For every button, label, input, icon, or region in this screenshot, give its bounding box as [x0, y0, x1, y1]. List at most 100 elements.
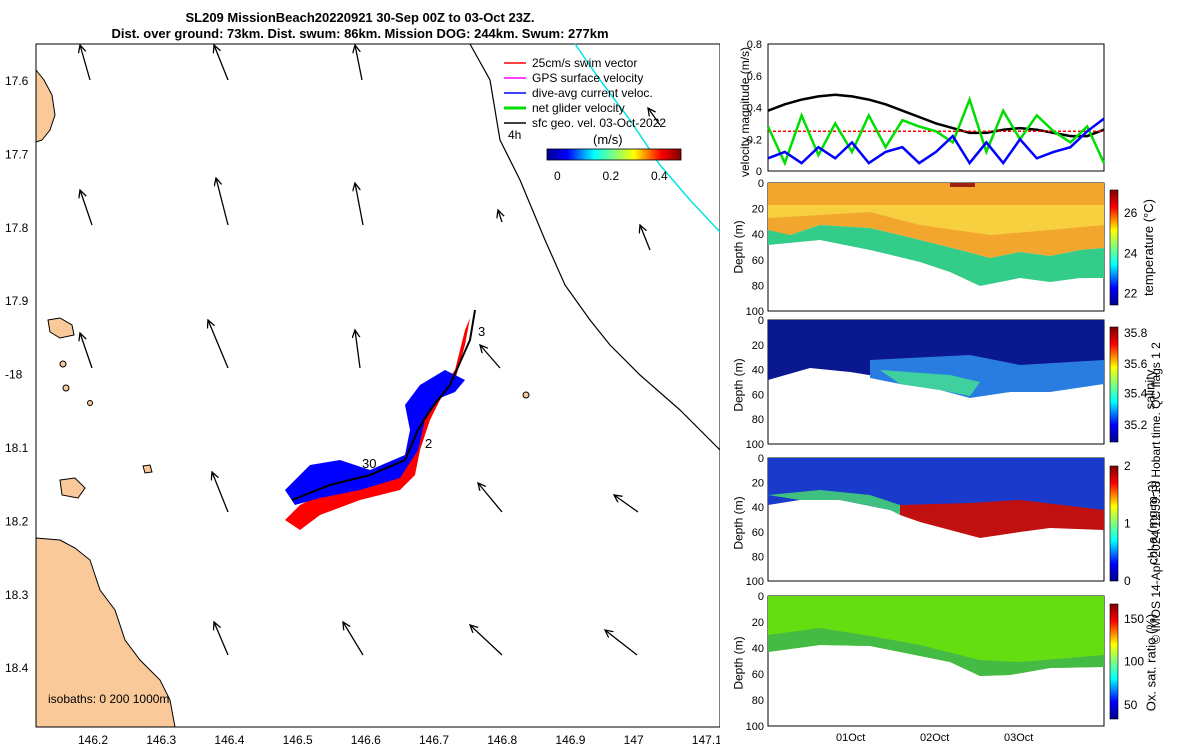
- velocity-arrow: [478, 483, 503, 513]
- chla-colorbar: [1109, 465, 1119, 582]
- current-vector-fill: [285, 370, 465, 505]
- legend-label: GPS surface velocity: [532, 71, 643, 85]
- time-axis: 01Oct 02Oct 03Oct: [836, 732, 1033, 744]
- colorbar-tick-label: 22: [1124, 287, 1138, 301]
- y-tick-label: -18: [5, 368, 23, 382]
- island: [142, 464, 153, 474]
- colorbar-tick-label: 24: [1124, 246, 1138, 260]
- depth-tick-label: 40: [752, 365, 764, 377]
- colorbar-tick-label: 2: [1124, 459, 1131, 473]
- island: [47, 317, 75, 339]
- speed-colorbar: [546, 148, 682, 161]
- x-tick-label: 146.9: [555, 733, 585, 747]
- legend-label: dive-avg current veloc.: [532, 86, 653, 100]
- depth-tick-label: 0: [758, 453, 764, 465]
- legend-label: net glider velocity: [532, 101, 625, 115]
- x-tick-label: 146.6: [351, 733, 381, 747]
- x-tick-label: 146.3: [146, 733, 176, 747]
- velocity-series: [766, 93, 1106, 167]
- depth-ylabel: Depth (m): [731, 496, 746, 550]
- depth-tick-label: 40: [752, 502, 764, 514]
- track-label: 30: [362, 456, 376, 471]
- y-tick-label: 17.9: [5, 294, 29, 308]
- depth-tick-label: 80: [752, 280, 764, 292]
- velocity-ylabel: velocity magnitude (m/s): [738, 46, 753, 178]
- depth-tick-label: 0: [758, 591, 764, 603]
- y-tick-label: 17.6: [5, 74, 29, 88]
- depth-tick-label: 80: [752, 414, 764, 426]
- depth-tick-label: 40: [752, 229, 764, 241]
- depth-tick-label: 100: [746, 306, 764, 318]
- velocity-arrow: [214, 622, 229, 656]
- colorbar-tick-label: 0.4: [651, 169, 668, 183]
- velocity-arrow: [80, 333, 93, 369]
- chart-title-line2: Dist. over ground: 73km. Dist. swum: 86k…: [111, 26, 609, 41]
- colorbar-tick-labels: 22 24 26 35.2 35.4 35.6 35.8 0 1 2 50 100 150: [1124, 206, 1148, 712]
- velocity-arrow: [355, 45, 363, 81]
- velocity-series-line: [767, 117, 1105, 166]
- swim-vector-fill: [285, 318, 470, 530]
- velocity-tick-label: 0.4: [747, 103, 762, 115]
- velocity-y-axis: 0 0.2 0.4 0.6 0.8: [747, 39, 762, 178]
- velocity-arrow: [216, 178, 229, 226]
- land-mass: [35, 537, 176, 728]
- velocity-series-line: [766, 95, 1106, 167]
- island: [59, 360, 67, 368]
- colorbar-tick-label: 1: [1124, 517, 1131, 531]
- y-tick-label: 18.1: [5, 441, 29, 455]
- depth-ylabel: Depth (m): [731, 358, 746, 412]
- velocity-arrow: [80, 45, 91, 81]
- depth-tick-label: 80: [752, 551, 764, 563]
- velocity-arrow: [480, 345, 501, 369]
- velocity-tick-label: 0.8: [747, 39, 762, 51]
- depth-tick-label: 100: [746, 439, 764, 451]
- velocity-tick-label: 0.2: [747, 134, 762, 146]
- temperature-colorbar: [1109, 189, 1119, 306]
- colorbar-tick-label: 35.2: [1124, 418, 1148, 432]
- velocity-arrow: [212, 472, 229, 513]
- glider-track: [285, 309, 476, 530]
- velocity-arrow: [498, 210, 502, 223]
- time-tick-label: 02Oct: [920, 732, 949, 744]
- glider-path: [291, 309, 476, 501]
- map-y-axis: 17.6 17.7 17.8 17.9 -18 18.1 18.2 18.3 18.4: [5, 74, 29, 675]
- y-tick-label: 18.2: [5, 514, 29, 528]
- colorbar-tick-label: 0: [554, 169, 561, 183]
- colorbar-unit: (m/s): [593, 132, 623, 147]
- x-tick-label: 146.8: [487, 733, 517, 747]
- isobath-line: [574, 43, 720, 233]
- velocity-arrow: [605, 630, 638, 656]
- velocity-tick-label: 0.6: [747, 71, 762, 83]
- velocity-arrow: [470, 625, 503, 656]
- land-mass: [35, 68, 56, 143]
- salinity-colorbar: [1109, 326, 1119, 443]
- profile-panels: 00.20.40.60.8 02040608010002040608010002…: [746, 39, 1148, 744]
- y-tick-label: 17.8: [5, 221, 29, 235]
- track-label: 3: [478, 324, 485, 339]
- velocity-arrow: [80, 190, 93, 226]
- velocity-arrow: [208, 320, 229, 369]
- depth-tick-label: 0: [758, 315, 764, 327]
- x-tick-label: 147: [624, 733, 644, 747]
- depth-tick-label: 60: [752, 255, 764, 267]
- legend-label: 25cm/s swim vector: [532, 56, 637, 70]
- depth-tick-label: 20: [752, 617, 764, 629]
- island: [62, 384, 70, 392]
- depth-tick-label: 40: [752, 643, 764, 655]
- time-tick-label: 01Oct: [836, 732, 865, 744]
- oxygen-section: [767, 595, 1105, 727]
- velocity-tick-label: 0: [756, 166, 762, 178]
- depth-tick-label: 60: [752, 389, 764, 401]
- colorbar-tick-label: 0.2: [603, 169, 620, 183]
- depth-tick-label: 0: [758, 178, 764, 190]
- map-x-axis: 146.2 146.3 146.4 146.5 146.6 146.7 146.8 146.9…: [78, 733, 720, 747]
- x-tick-label: 146.7: [419, 733, 449, 747]
- x-tick-label: 146.2: [78, 733, 108, 747]
- temperature-label: temperature (°C): [1140, 199, 1156, 296]
- island: [59, 477, 86, 499]
- depth-ylabel: Depth (m): [731, 220, 746, 274]
- depth-tick-label: 20: [752, 340, 764, 352]
- sfc-velocity-arrows: [80, 45, 661, 656]
- depth-axes: 0204060801000204060801000204060801000204…: [746, 178, 764, 733]
